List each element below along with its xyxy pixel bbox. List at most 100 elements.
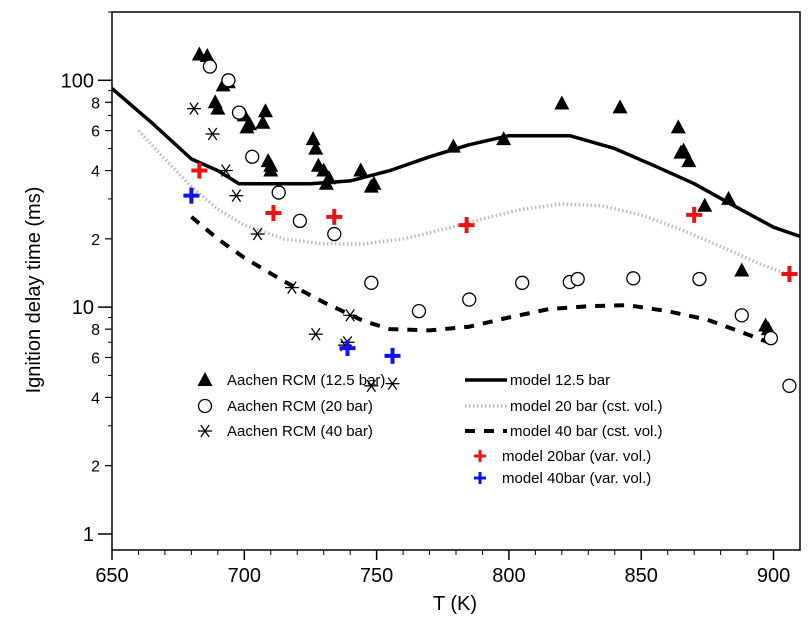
asterisk-stroke bbox=[207, 127, 218, 141]
legend-label: model 20bar (var. vol.) bbox=[502, 448, 651, 465]
data-point-triangle bbox=[366, 175, 382, 190]
legend-swatch-marker bbox=[474, 450, 486, 462]
asterisk-stroke bbox=[311, 327, 321, 341]
data-point-triangle bbox=[199, 47, 215, 62]
asterisk-stroke bbox=[345, 309, 355, 322]
data-point-plus bbox=[781, 265, 798, 282]
data-point-triangle bbox=[242, 116, 258, 131]
x-tick-label: 750 bbox=[360, 565, 393, 587]
asterisk-stroke bbox=[221, 164, 231, 177]
asterisk-stroke bbox=[387, 377, 398, 390]
data-point-open-circle bbox=[462, 292, 477, 307]
y-minor-tick-label: 6 bbox=[91, 350, 100, 367]
data-point-open-circle bbox=[734, 308, 749, 323]
x-tick-label: 900 bbox=[757, 565, 790, 587]
data-point-triangle bbox=[445, 138, 461, 153]
legend-label: Aachen RCM (12.5 bar) bbox=[227, 372, 385, 389]
asterisk-stroke bbox=[231, 189, 242, 202]
data-point-asterisk bbox=[187, 102, 202, 115]
data-point-triangle bbox=[305, 131, 321, 146]
asterisk-stroke bbox=[287, 281, 297, 294]
asterisk-stroke bbox=[189, 102, 199, 115]
data-point-open-circle bbox=[782, 378, 797, 393]
x-axis-title: T (K) bbox=[433, 593, 477, 615]
data-points-layer bbox=[183, 46, 798, 393]
data-point-open-circle bbox=[411, 304, 427, 319]
y-major-tick-label: 100 bbox=[61, 70, 94, 92]
y-major-tick-label: 10 bbox=[72, 297, 94, 319]
data-point-triangle bbox=[255, 114, 271, 129]
series-line-5 bbox=[190, 215, 769, 345]
data-point-plus bbox=[191, 162, 208, 179]
data-point-plus bbox=[326, 208, 343, 225]
legend-swatch-marker bbox=[474, 472, 486, 484]
legend-label: model 20 bar (cst. vol.) bbox=[510, 398, 663, 415]
data-point-open-circle bbox=[364, 275, 379, 290]
data-point-asterisk bbox=[205, 127, 220, 141]
data-point-plus bbox=[183, 187, 200, 204]
asterisk-stroke bbox=[252, 227, 263, 241]
data-point-triangle bbox=[321, 170, 337, 185]
y-minor-tick-label: 4 bbox=[91, 390, 100, 407]
data-point-triangle bbox=[263, 157, 279, 172]
data-point-open-circle bbox=[221, 73, 236, 88]
data-point-asterisk bbox=[343, 309, 358, 322]
data-point-asterisk bbox=[250, 227, 265, 241]
data-point-triangle bbox=[496, 131, 512, 146]
y-major-tick-label: 1 bbox=[83, 524, 94, 546]
data-point-triangle bbox=[721, 190, 737, 205]
legend-label: Aachen RCM (40 bar) bbox=[227, 423, 373, 440]
data-point-open-circle bbox=[327, 226, 342, 242]
data-point-open-circle bbox=[763, 330, 779, 346]
data-point-plus bbox=[686, 206, 703, 223]
data-point-open-circle bbox=[245, 149, 260, 164]
data-point-asterisk bbox=[218, 164, 233, 177]
x-tick-label: 800 bbox=[492, 565, 525, 587]
y-minor-tick-label: 2 bbox=[91, 459, 100, 476]
legend-swatch-marker bbox=[197, 398, 213, 414]
data-point-asterisk bbox=[284, 281, 299, 294]
series-line-4 bbox=[137, 129, 788, 276]
data-point-open-circle bbox=[271, 185, 286, 200]
data-point-asterisk bbox=[229, 189, 244, 202]
x-tick-label: 850 bbox=[625, 565, 658, 587]
legend-label: model 40bar (var. vol.) bbox=[502, 470, 651, 487]
data-point-plus bbox=[458, 217, 475, 234]
data-point-plus bbox=[339, 340, 356, 357]
axes-layer: 650 700 750 800 850 900 1 10 100 2 4 6 8 2 4 6 8 bbox=[61, 11, 801, 587]
legend: Aachen RCM (12.5 bar) Aachen RCM (20 bar)… bbox=[197, 372, 663, 487]
data-point-triangle bbox=[210, 100, 226, 115]
data-point-triangle bbox=[681, 153, 697, 168]
data-point-plus bbox=[265, 205, 282, 222]
data-point-open-circle bbox=[692, 271, 707, 287]
y-axis-title: Ignition delay time (ms) bbox=[23, 187, 45, 394]
data-point-open-circle bbox=[202, 59, 218, 74]
y-minor-tick-label: 8 bbox=[91, 95, 100, 112]
legend-swatch-marker bbox=[198, 424, 212, 438]
data-point-asterisk bbox=[385, 377, 400, 390]
legend-swatch-marker bbox=[197, 372, 213, 386]
data-point-open-circle bbox=[231, 105, 247, 120]
legend-label: model 12.5 bar bbox=[510, 372, 610, 389]
y-minor-tick-label: 8 bbox=[91, 322, 100, 339]
data-point-triangle bbox=[257, 103, 273, 118]
data-point-open-circle bbox=[515, 275, 530, 290]
data-point-plus bbox=[384, 347, 401, 364]
data-point-asterisk bbox=[308, 327, 323, 341]
data-point-triangle bbox=[308, 140, 324, 155]
asterisk-stroke bbox=[366, 379, 377, 393]
data-point-triangle bbox=[734, 262, 750, 277]
data-point-open-circle bbox=[292, 213, 308, 229]
legend-label: model 40 bar (cst. vol.) bbox=[510, 423, 663, 440]
data-point-open-circle bbox=[626, 271, 641, 286]
legend-label: Aachen RCM (20 bar) bbox=[227, 398, 373, 415]
data-point-triangle bbox=[554, 95, 570, 110]
y-minor-tick-label: 6 bbox=[91, 124, 100, 141]
data-point-triangle bbox=[353, 162, 369, 177]
x-tick-label: 650 bbox=[95, 565, 128, 587]
y-minor-tick-label: 4 bbox=[91, 164, 100, 181]
data-point-triangle bbox=[670, 119, 686, 134]
data-point-triangle bbox=[676, 142, 692, 157]
